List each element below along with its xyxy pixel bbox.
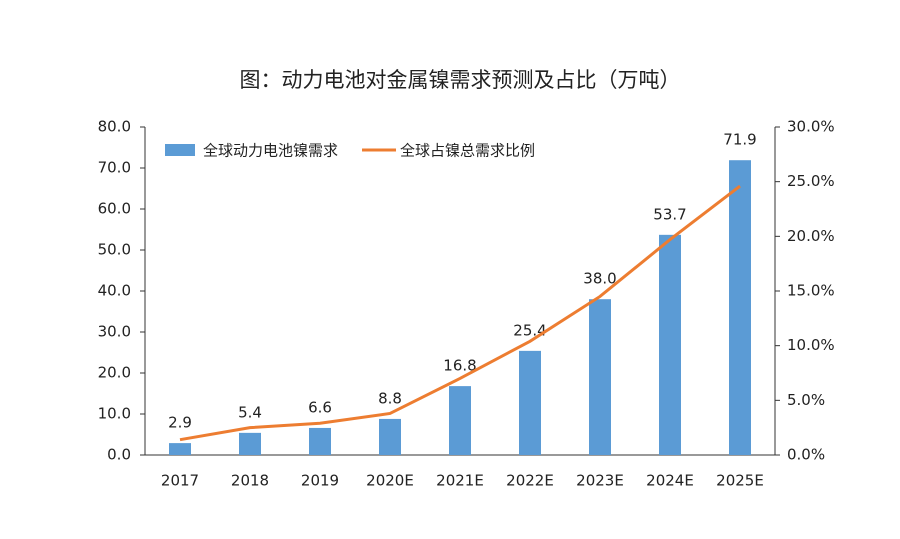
y2-tick-label: 0.0%	[787, 446, 825, 464]
data-label: 53.7	[653, 205, 686, 223]
data-label: 8.8	[378, 389, 402, 407]
x-tick-label: 2017	[161, 472, 199, 490]
bar	[379, 418, 401, 455]
y-tick-label: 10.0	[98, 405, 131, 423]
y2-tick-label: 5.0%	[787, 391, 825, 409]
x-tick-label: 2018	[231, 472, 269, 490]
chart-title: 图：动力电池对金属镍需求预测及占比（万吨）	[240, 68, 681, 92]
x-tick-label: 2022E	[506, 472, 554, 490]
bar	[589, 299, 611, 455]
y-tick-label: 30.0	[98, 323, 131, 341]
y2-tick-label: 25.0%	[787, 172, 835, 190]
data-label: 71.9	[723, 131, 756, 149]
bar	[519, 350, 541, 455]
x-tick-label: 2021E	[436, 472, 484, 490]
data-label: 5.4	[238, 403, 262, 421]
data-label: 38.0	[583, 270, 616, 288]
data-label: 25.4	[513, 321, 546, 339]
x-tick-label: 2023E	[576, 472, 624, 490]
y-tick-label: 70.0	[98, 159, 131, 177]
y-tick-label: 0.0	[107, 446, 131, 464]
line	[179, 184, 741, 442]
bar	[449, 386, 471, 455]
x-tick-label: 2024E	[646, 472, 694, 490]
bar	[729, 160, 751, 455]
data-label: 6.6	[308, 398, 332, 416]
y2-tick-label: 15.0%	[787, 282, 835, 300]
x-tick-label: 2019	[301, 472, 339, 490]
y-tick-label: 80.0	[98, 118, 131, 136]
y2-tick-label: 10.0%	[787, 336, 835, 354]
y-tick-label: 40.0	[98, 282, 131, 300]
bar	[239, 432, 261, 455]
bar	[659, 234, 681, 455]
data-label: 2.9	[168, 414, 192, 432]
x-tick-label: 2020E	[366, 472, 414, 490]
data-label: 16.8	[443, 357, 476, 375]
y-tick-label: 60.0	[98, 200, 131, 218]
y2-tick-label: 20.0%	[787, 227, 835, 245]
legend-label: 全球动力电池镍需求	[203, 142, 338, 160]
legend-swatch	[165, 144, 195, 156]
y-tick-label: 20.0	[98, 364, 131, 382]
bar	[309, 427, 331, 455]
bar	[169, 443, 191, 455]
legend-label: 全球占镍总需求比例	[400, 142, 535, 160]
y2-tick-label: 30.0%	[787, 118, 835, 136]
x-tick-label: 2025E	[716, 472, 764, 490]
y-tick-label: 50.0	[98, 241, 131, 259]
